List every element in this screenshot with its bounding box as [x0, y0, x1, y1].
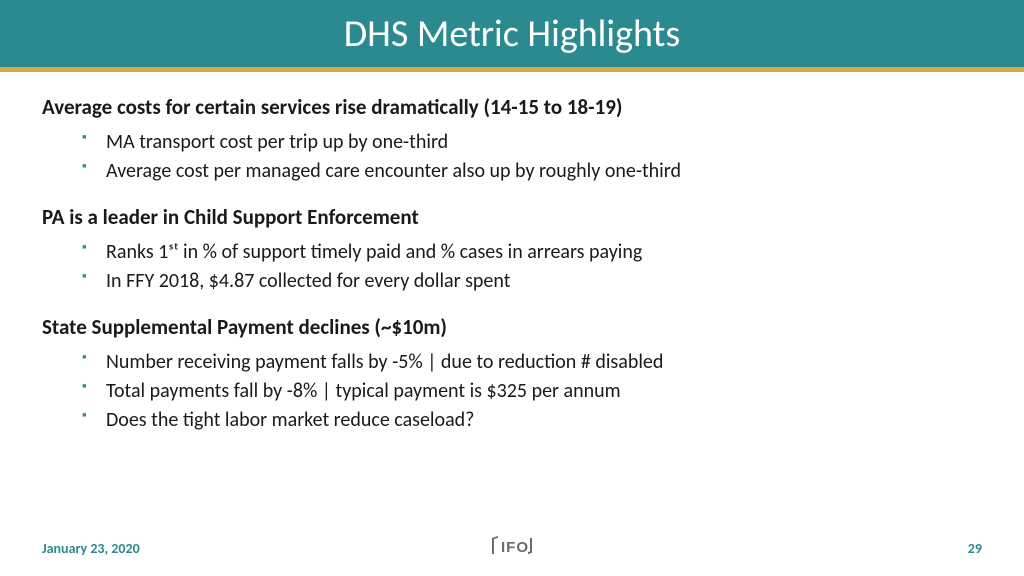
list-item: Total payments fall by -8% | typical pay…: [82, 377, 982, 406]
svg-text:IFO: IFO: [501, 539, 529, 556]
slide-content: Average costs for certain services rise …: [0, 72, 1024, 435]
list-item: Average cost per managed care encounter …: [82, 157, 982, 186]
section-heading: Average costs for certain services rise …: [42, 94, 982, 120]
footer-logo: IFO: [484, 534, 540, 563]
list-item: In FFY 2018, $4.87 collected for every d…: [82, 267, 982, 296]
slide-header: DHS Metric Highlights: [0, 0, 1024, 72]
bullet-list: MA transport cost per trip up by one-thi…: [82, 128, 982, 186]
list-item: Ranks 1ˢᵗ in % of support timely paid an…: [82, 238, 982, 267]
section-heading: PA is a leader in Child Support Enforcem…: [42, 204, 982, 230]
bullet-list: Ranks 1ˢᵗ in % of support timely paid an…: [82, 238, 982, 296]
footer-date: January 23, 2020: [42, 540, 140, 557]
list-item: MA transport cost per trip up by one-thi…: [82, 128, 982, 157]
bullet-list: Number receiving payment falls by -5% | …: [82, 348, 982, 435]
section-heading: State Supplemental Payment declines (~$1…: [42, 314, 982, 340]
slide-title: DHS Metric Highlights: [344, 11, 680, 57]
ifo-logo-icon: IFO: [484, 534, 540, 558]
list-item: Does the tight labor market reduce casel…: [82, 406, 982, 435]
slide-footer: January 23, 2020 IFO 29: [0, 534, 1024, 562]
footer-page-number: 29: [968, 540, 982, 557]
list-item: Number receiving payment falls by -5% | …: [82, 348, 982, 377]
